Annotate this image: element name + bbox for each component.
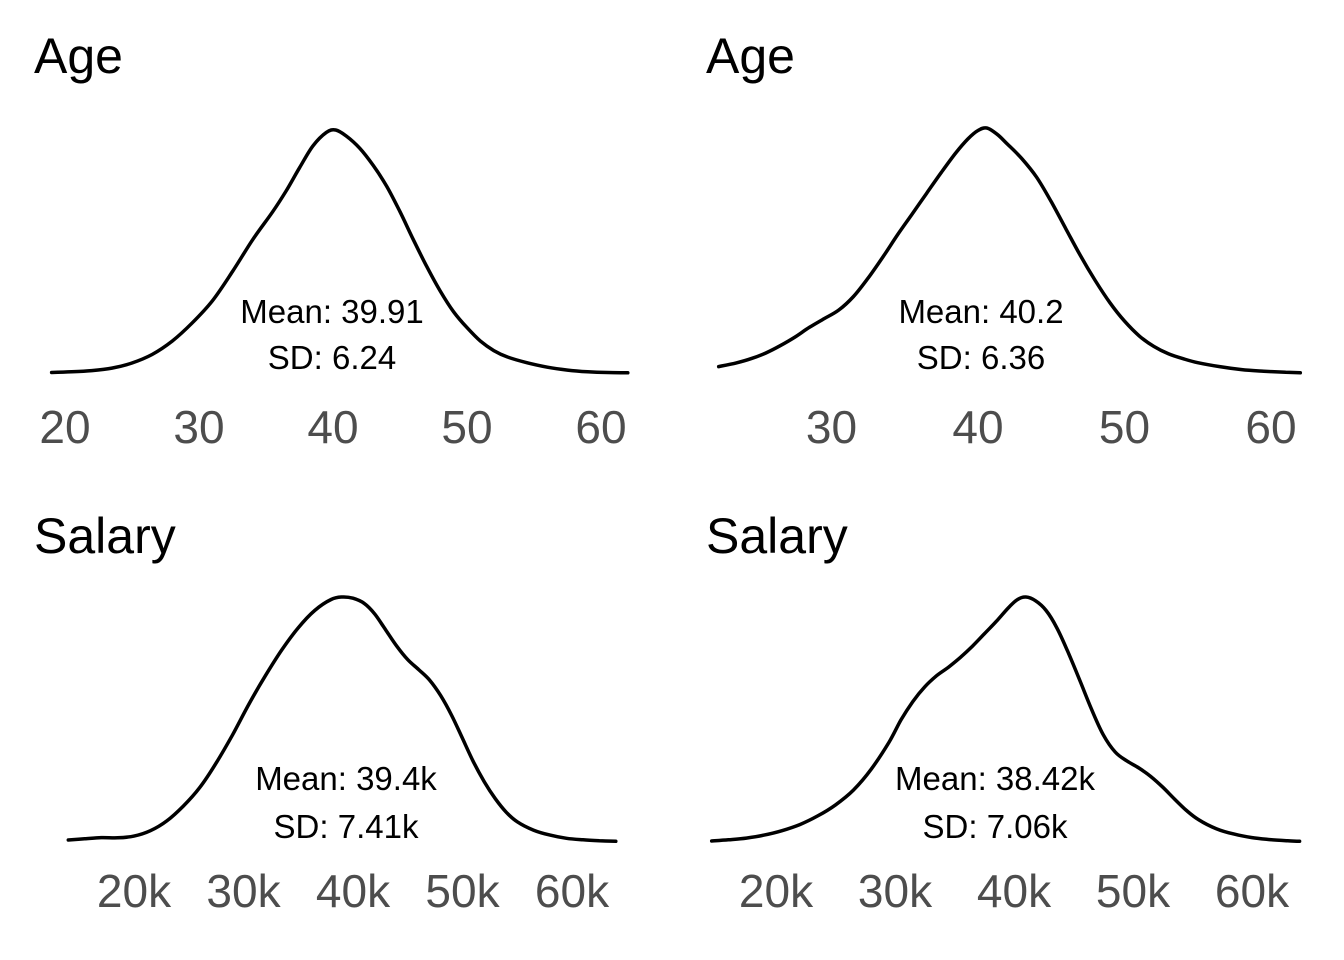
density-area (719, 128, 1301, 374)
x-axis-tick-label: 50k (1096, 865, 1171, 917)
panel-age-blue: Age Mean: 40.2 SD: 6.36 30 40 50 60 (672, 0, 1344, 480)
sd-annotation: SD: 7.41k (274, 808, 419, 845)
x-axis-tick-label: 60 (575, 401, 626, 453)
panel-title: Salary (706, 508, 848, 564)
panel-salary-blue: Salary Mean: 38.42k SD: 7.06k 20k 30k 40k 5… (672, 480, 1344, 960)
x-axis-tick-label: 40k (316, 865, 391, 917)
density-curve-line (49, 128, 630, 375)
x-axis-tick-label: 50 (441, 401, 492, 453)
sd-annotation: SD: 6.24 (268, 339, 396, 376)
density-area (52, 130, 628, 374)
x-axis-tick-label: 30 (806, 401, 857, 453)
sd-annotation: SD: 6.36 (917, 339, 1045, 376)
x-axis-tick-labels: 20k 30k 40k 50k 60k (739, 865, 1290, 917)
density-curve-line (709, 595, 1302, 844)
x-axis-tick-label: 60k (535, 865, 610, 917)
x-axis-tick-label: 30k (858, 865, 933, 917)
x-axis-tick-label: 20k (739, 865, 814, 917)
x-axis-tick-label: 40k (977, 865, 1052, 917)
x-axis-tick-label: 60 (1245, 401, 1296, 453)
density-chart-age-blue: Age Mean: 40.2 SD: 6.36 30 40 50 60 (706, 28, 1303, 453)
panel-title: Age (34, 28, 123, 84)
x-axis-tick-labels: 20k 30k 40k 50k 60k (97, 865, 610, 917)
density-chart-salary-yellow: Salary Mean: 39.4k SD: 7.41k 20k 30k 40k 50… (34, 508, 618, 917)
density-curve-line (716, 126, 1303, 375)
x-axis-tick-label: 20 (39, 401, 90, 453)
density-chart-age-yellow: Age Mean: 39.91 SD: 6.24 20 30 40 50 60 (34, 28, 630, 453)
x-axis-tick-label: 50k (425, 865, 500, 917)
x-axis-tick-label: 50 (1099, 401, 1150, 453)
panel-salary-yellow: Salary Mean: 39.4k SD: 7.41k 20k 30k 40k 50… (0, 480, 672, 960)
mean-annotation: Mean: 40.2 (898, 293, 1063, 330)
x-axis-tick-labels: 20 30 40 50 60 (39, 401, 626, 453)
density-area (68, 597, 616, 843)
sd-annotation: SD: 7.06k (923, 808, 1068, 845)
density-chart-salary-blue: Salary Mean: 38.42k SD: 7.06k 20k 30k 40k 5… (706, 508, 1302, 917)
panel-title: Salary (34, 508, 176, 564)
mean-annotation: Mean: 38.42k (895, 760, 1095, 797)
panel-age-yellow: Age Mean: 39.91 SD: 6.24 20 30 40 50 60 (0, 0, 672, 480)
x-axis-tick-label: 40 (952, 401, 1003, 453)
panel-title: Age (706, 28, 795, 84)
x-axis-tick-label: 30k (206, 865, 281, 917)
mean-annotation: Mean: 39.91 (240, 293, 423, 330)
x-axis-tick-label: 60k (1215, 865, 1290, 917)
density-curve-line (66, 595, 618, 844)
mean-annotation: Mean: 39.4k (255, 760, 437, 797)
x-axis-tick-label: 40 (307, 401, 358, 453)
x-axis-tick-label: 30 (173, 401, 224, 453)
density-area (712, 597, 1300, 843)
x-axis-tick-label: 20k (97, 865, 172, 917)
x-axis-tick-labels: 30 40 50 60 (806, 401, 1297, 453)
